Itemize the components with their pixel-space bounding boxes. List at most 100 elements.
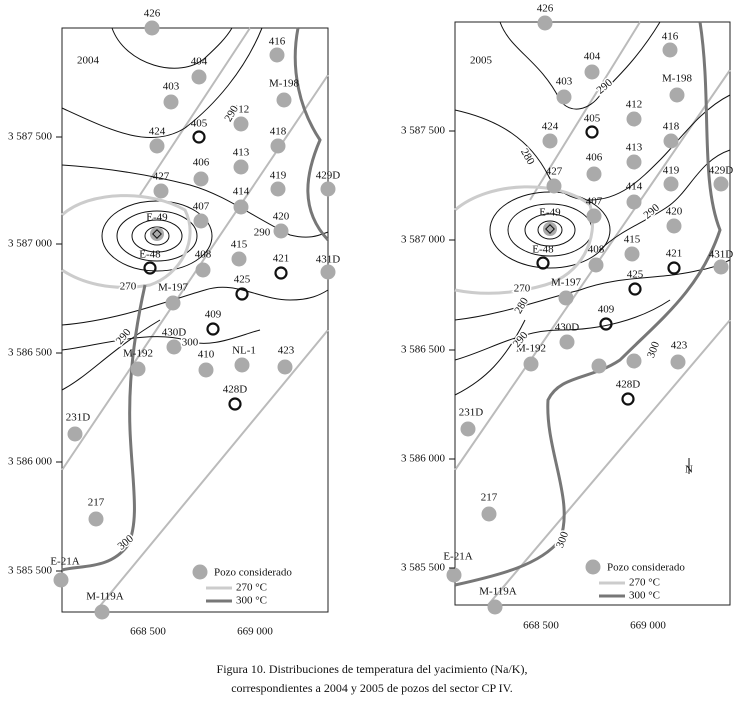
well-label: 409 (598, 304, 615, 316)
well-label: 426 (144, 8, 161, 20)
well-marker (588, 257, 604, 273)
y-axis-label: 3 586 500 (401, 344, 446, 356)
well-label: 430D (162, 327, 187, 339)
map-frame (454, 21, 731, 606)
well-label: 404 (584, 51, 601, 63)
y-axis-label: 3 587 000 (401, 234, 446, 246)
well-marker (153, 183, 169, 199)
well-label: 414 (626, 181, 643, 193)
x-axis-label: 669 000 (237, 626, 273, 638)
well-label: 403 (556, 76, 573, 88)
well-label: E-48 (532, 244, 554, 256)
well-marker (599, 317, 613, 331)
year-label: 2004 (77, 55, 100, 67)
well-marker (277, 359, 293, 375)
well-marker (320, 264, 336, 280)
well-label: 420 (666, 206, 683, 218)
well-marker (206, 322, 220, 336)
legend-label: 300 °C (236, 595, 267, 607)
y-axis-label: 3 587 000 (8, 238, 53, 250)
well-marker (558, 290, 574, 306)
well-marker (537, 15, 553, 31)
well-label: 415 (624, 234, 641, 246)
well-marker (67, 426, 83, 442)
well-marker (481, 506, 497, 522)
well-marker (626, 194, 642, 210)
contour-label: 270 (120, 281, 137, 293)
well-marker (191, 69, 207, 85)
contours-2005 (454, 21, 731, 606)
well-label: 421 (666, 248, 683, 260)
well-label: 414 (233, 186, 250, 198)
well-label: 428D (616, 379, 641, 391)
caption: correspondientes a 2004 y 2005 de pozos … (231, 681, 513, 695)
well-marker (193, 171, 209, 187)
well-label: 419 (270, 170, 287, 182)
well-label: 424 (542, 121, 559, 133)
y-axis-label: 3 586 000 (401, 453, 446, 465)
well-marker (536, 256, 550, 270)
well-label: 217 (481, 492, 498, 504)
well-marker (193, 213, 209, 229)
well-label: 404 (191, 56, 208, 68)
well-marker (546, 178, 562, 194)
well-marker (624, 246, 640, 262)
well-label: 410 (198, 349, 215, 361)
caption: Figura 10. Distribuciones de temperatura… (217, 662, 528, 676)
contour-label: 300 (554, 530, 571, 550)
well-label: 431D (316, 254, 341, 266)
contour-label: 290 (114, 326, 134, 347)
well-label: 408 (588, 244, 605, 256)
contour-label: 280 (512, 295, 531, 316)
well-marker (192, 130, 206, 144)
well-marker (586, 208, 602, 224)
well-marker (274, 266, 288, 280)
well-label: 426 (537, 3, 554, 15)
well-marker (143, 261, 157, 275)
well-label: 421 (273, 253, 290, 265)
well-marker (130, 361, 146, 377)
well-label: M-197 (158, 282, 188, 294)
map-frame (61, 27, 329, 613)
well-label: 231D (66, 412, 91, 424)
well-label: 427 (546, 166, 563, 178)
contour-label: 300 (182, 337, 199, 349)
y-axis-label: 3 586 500 (8, 347, 53, 359)
well-label: 431D (709, 249, 734, 261)
well-label: 420 (273, 211, 290, 223)
well-marker (233, 159, 249, 175)
well-marker (152, 229, 162, 239)
contour-label: 290 (595, 76, 616, 96)
well-marker (713, 176, 729, 192)
well-label: 415 (231, 239, 248, 251)
well-label: 413 (233, 147, 250, 159)
well-label: 419 (663, 165, 680, 177)
well-marker (276, 92, 292, 108)
well-marker (542, 133, 558, 149)
x-axis-label: 669 000 (630, 620, 666, 632)
well-marker (235, 287, 249, 301)
well-marker (273, 223, 289, 239)
legend-label: 270 °C (629, 577, 660, 589)
well-marker (556, 89, 572, 105)
well-label: M-197 (551, 277, 581, 289)
y-axis-label: 3 587 500 (8, 131, 53, 143)
north-label: N (685, 464, 693, 476)
well-label: 408 (195, 249, 212, 261)
legend-marker (192, 564, 208, 580)
well-label: 423 (278, 345, 295, 357)
well-marker (626, 154, 642, 170)
well-marker (663, 133, 679, 149)
well-marker (149, 138, 165, 154)
well-marker (269, 47, 285, 63)
well-label: 407 (193, 201, 210, 213)
well-label: 405 (191, 118, 208, 130)
well-marker (666, 218, 682, 234)
legend-label: 270 °C (236, 582, 267, 594)
well-label: 413 (626, 142, 643, 154)
well-marker (586, 166, 602, 182)
well-marker (585, 125, 599, 139)
well-label: 412 (233, 104, 250, 116)
well-marker (94, 604, 110, 620)
